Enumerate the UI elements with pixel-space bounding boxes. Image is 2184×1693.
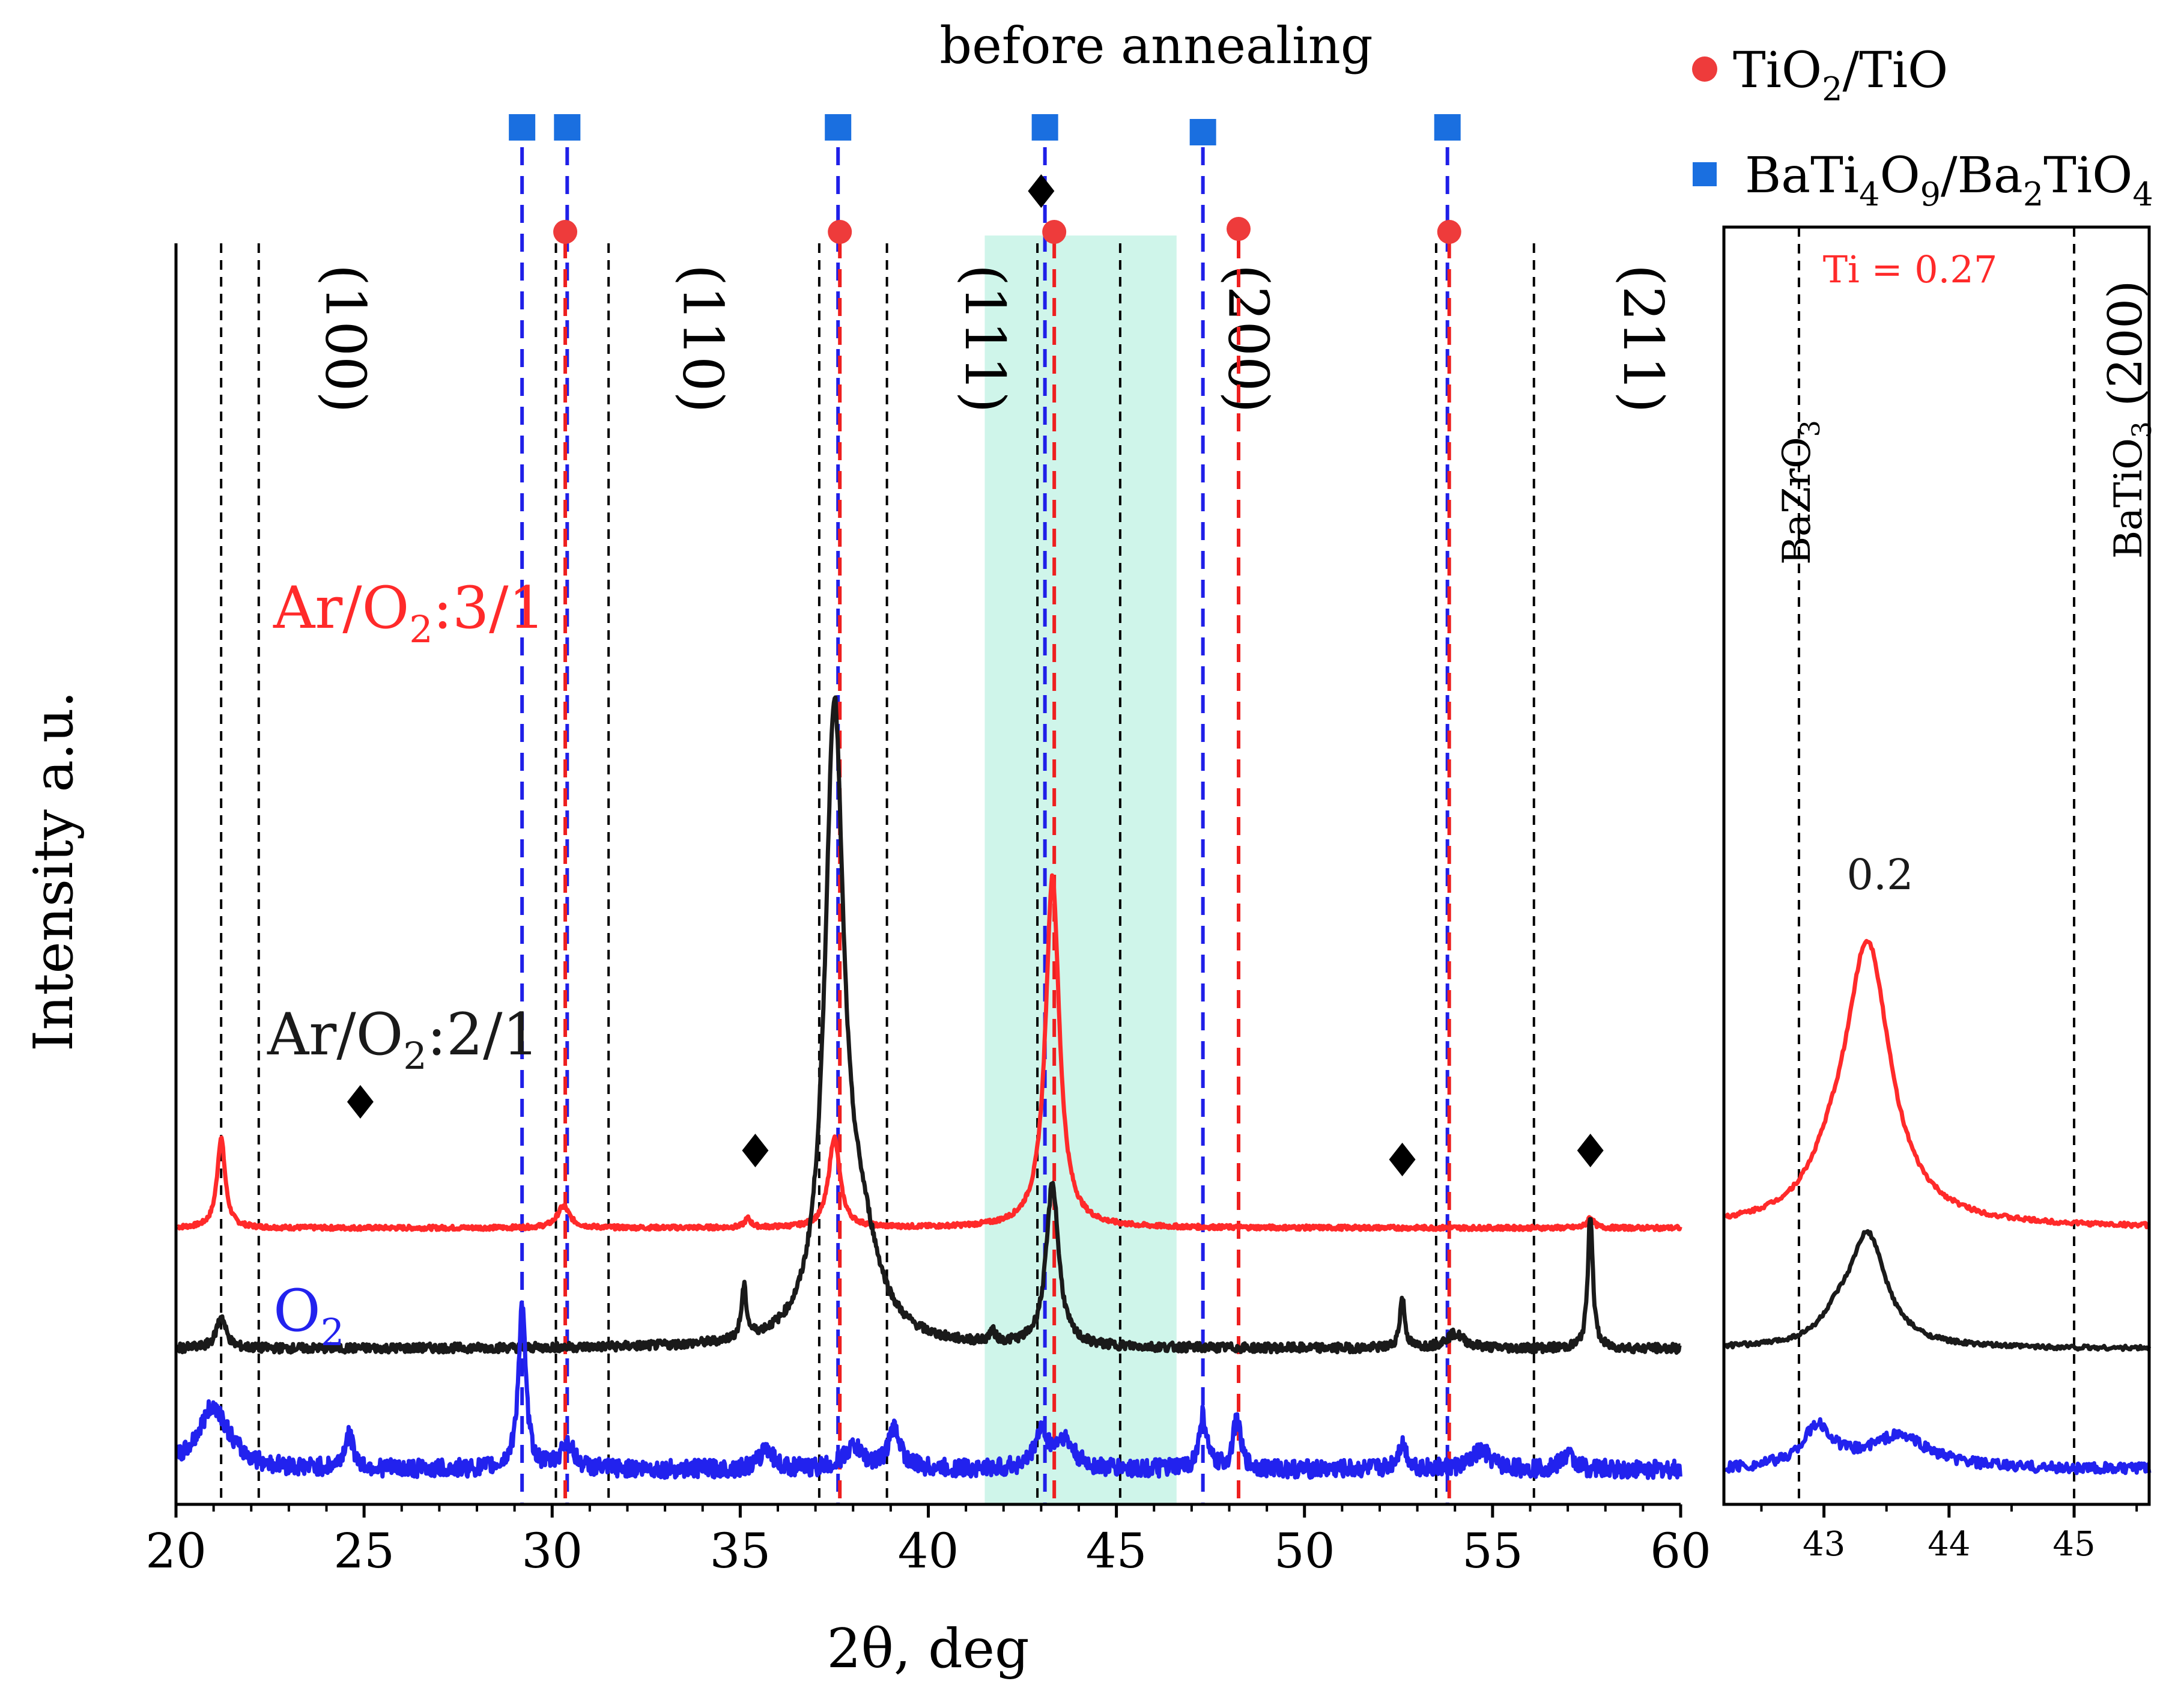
series-label-ar-o2-2-1: Ar/O2:2/1 [267, 1001, 539, 1078]
inset-frame [1722, 225, 2151, 1506]
x-tick-label-5: 45 [1086, 1523, 1147, 1579]
diamond-marker-3 [1389, 1143, 1416, 1176]
series-line-2 [175, 1300, 1682, 1480]
tio-circle-marker-1 [828, 220, 852, 244]
series-line-1 [176, 695, 1682, 1355]
legend-circle-marker [1692, 56, 1717, 82]
inset-ref-bazro3: BaZrO3 [1775, 420, 1826, 565]
x-tick-label-6: 50 [1274, 1523, 1335, 1579]
diamond-marker-1 [742, 1134, 769, 1167]
inset-x-tick-label-2: 45 [2052, 1525, 2095, 1564]
tio-circle-marker-2 [1042, 220, 1067, 244]
bati-square-marker-1 [554, 114, 581, 141]
x-tick-label-0: 20 [145, 1523, 207, 1579]
reflection-label-1: (110) [670, 264, 735, 413]
legend: TiO2/TiO BaTi4O9/Ba2TiO4 [1692, 42, 2153, 213]
x-tick-label-7: 55 [1462, 1523, 1523, 1579]
inset-label-ti-027: Ti = 0.27 [1823, 248, 1998, 291]
legend-tio-label: TiO2/TiO [1733, 42, 1948, 108]
markers-group [347, 114, 1604, 1176]
diamond-marker-2 [1028, 174, 1055, 208]
series-line-0 [176, 873, 1682, 1232]
bati-square-marker-5 [1434, 114, 1461, 141]
reflection-label-0: (100) [314, 264, 378, 413]
bati-square-marker-2 [825, 114, 852, 141]
x-axis-label: 2θ, deg [827, 1617, 1029, 1680]
main-x-ticks: 20 25 30 35 40 45 50 55 60 [145, 1504, 1711, 1579]
x-tick-label-8: 60 [1650, 1523, 1711, 1579]
bati-square-marker-0 [509, 114, 536, 141]
diamond-marker-0 [347, 1085, 374, 1119]
tio-circle-marker-3 [1227, 217, 1251, 241]
bati-square-marker-3 [1031, 114, 1058, 141]
reflection-label-3: (200) [1216, 264, 1281, 413]
series-group [175, 695, 1682, 1480]
tio-circle-marker-0 [553, 220, 578, 244]
inset-series-line-2 [1723, 1417, 2152, 1476]
x-tick-label-3: 35 [709, 1523, 771, 1579]
reflection-label-2: (111) [953, 264, 1017, 413]
reflection-label-4: (211) [1611, 264, 1675, 413]
legend-square-marker [1693, 162, 1717, 186]
diamond-marker-4 [1577, 1134, 1604, 1167]
inset-x-tick-label-1: 44 [1928, 1525, 1970, 1564]
inset-x-ticks: 43 44 45 [1760, 1504, 2138, 1564]
x-tick-label-1: 25 [333, 1523, 395, 1579]
tio-circle-marker-4 [1437, 220, 1461, 244]
inset-x-tick-label-0: 43 [1803, 1525, 1845, 1564]
inset-series-line-0 [1723, 938, 2151, 1230]
x-tick-label-4: 40 [898, 1523, 959, 1579]
x-tick-label-2: 30 [521, 1523, 583, 1579]
bati-square-marker-4 [1189, 119, 1216, 145]
series-label-o2: O2 [273, 1277, 344, 1354]
y-axis-label: Intensity a.u. [22, 691, 85, 1051]
inset-series-group [1723, 227, 2152, 1504]
inset-series-line-1 [1724, 1229, 2152, 1352]
highlight-band [984, 236, 1177, 1504]
chart-title: before annealing [939, 16, 1373, 75]
series-label-ar-o2-3-1: Ar/O2:3/1 [273, 574, 545, 651]
inset-ref-batio3: BaTiO3 (200) [2099, 281, 2158, 559]
reflection-lines: (100) (110) (111) (200) (211) [220, 147, 1675, 1504]
inset-label-0-2: 0.2 [1846, 850, 1913, 899]
legend-bati-label: BaTi4O9/Ba2TiO4 [1745, 147, 2153, 213]
